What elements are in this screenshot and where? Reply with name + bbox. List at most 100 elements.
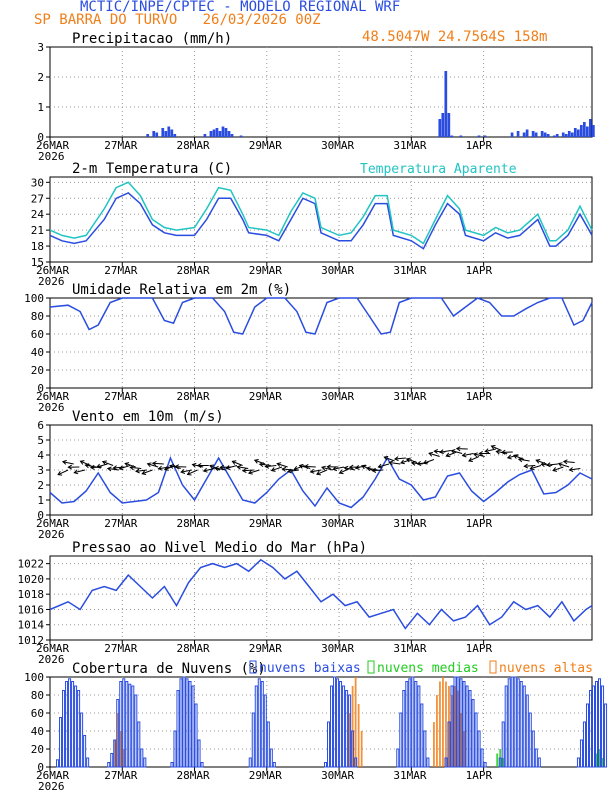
precip-bar (582, 122, 586, 137)
cloud-low-bar (330, 685, 334, 768)
wind-arrow (181, 469, 193, 473)
cloud-low-bar (110, 753, 114, 768)
precip-bar (239, 135, 243, 137)
panel-title: Cobertura de Nuvens (%) (72, 661, 266, 677)
wind-arrow-head (500, 449, 506, 455)
wind-arrow-head (118, 465, 124, 471)
cloud-low-bar (420, 703, 424, 768)
wind-arrow-head (219, 464, 225, 470)
x-tick-label: 26MAR (36, 390, 69, 403)
cloud-high-bar (119, 731, 122, 767)
wind-arrow-head (468, 457, 473, 462)
wind-arrow-head (484, 448, 490, 454)
x-tick-label: 29MAR (249, 264, 282, 277)
wind-arrow-head (95, 463, 101, 469)
cloud-low-bar (263, 694, 267, 768)
cloud-mid-bar (598, 749, 601, 767)
wind-arrow-head (410, 460, 416, 466)
cloud-low-bar (56, 759, 60, 768)
wind-arrow-head (540, 462, 546, 467)
precip-bar (576, 129, 580, 137)
wind-arrow-head (416, 460, 422, 466)
year-label: 2026 (38, 780, 65, 792)
y-tick-label: 6 (37, 419, 44, 432)
x-tick-label: 29MAR (249, 390, 282, 403)
run-label: 26/03/2026 00Z (202, 12, 321, 28)
wind-arrow-head (101, 460, 107, 466)
cloud-high-bar (348, 713, 351, 767)
x-tick-label: 30MAR (321, 769, 354, 782)
wind-arrow-head (135, 468, 140, 474)
x-tick-label: 29MAR (249, 642, 282, 655)
cloud-low-bar (480, 748, 484, 768)
cloud-low-bar (122, 678, 126, 768)
legend-high-clouds-swatch (489, 660, 497, 674)
wind-arrow (248, 469, 260, 474)
legend-high-clouds: nuvens altas (499, 661, 593, 676)
wind-arrow (237, 466, 249, 469)
precip-bar (203, 134, 207, 137)
precip-bar (588, 119, 592, 137)
wind-arrow (406, 458, 418, 463)
cloud-low-bar (525, 694, 529, 768)
wind-arrow-head (535, 459, 541, 464)
cloud-low-bar (483, 762, 487, 768)
wind-arrow-head (562, 459, 568, 465)
wind-arrow (569, 468, 581, 471)
cloud-low-bar (426, 757, 430, 768)
x-tick-label: 30MAR (321, 139, 354, 152)
precip-bar (564, 134, 568, 137)
cloud-low-bar (248, 757, 252, 768)
chart-title: MCTIC/INPE/CPTEC - MODELO REGIONAL WRF (80, 0, 401, 15)
cloud-mid-bar (595, 753, 598, 767)
wind-speed-line (49, 455, 593, 509)
precip-bar (459, 135, 463, 137)
cloud-high-bar (360, 731, 363, 767)
x-tick-label: 31MAR (393, 264, 426, 277)
cloud-low-bar (113, 739, 117, 768)
panel-title: Precipitacao (mm/h) (72, 31, 232, 47)
cloud-high-bar (448, 686, 450, 767)
wind-arrow (389, 461, 401, 465)
wind-arrow (265, 465, 277, 468)
cloud-low-bar (585, 703, 589, 768)
wind-arrow (119, 465, 131, 470)
wind-arrow (187, 469, 198, 475)
precip-bar (525, 129, 529, 137)
y-tick-label: 80 (31, 310, 44, 323)
cloud-low-bar (576, 757, 580, 768)
wind-arrow-head (422, 459, 428, 465)
wind-arrow (446, 451, 457, 457)
wind-arrow-head (405, 457, 411, 463)
wind-arrow (113, 466, 125, 469)
cloud-low-bar (257, 678, 261, 768)
wind-arrow-head (445, 452, 451, 458)
precip-bar (438, 119, 442, 137)
x-tick-label: 26MAR (36, 139, 69, 152)
wind-arrow-head (112, 465, 118, 471)
wind-arrow-head (169, 464, 175, 469)
x-tick-label: 28MAR (177, 139, 210, 152)
precip-bar (146, 134, 150, 137)
y-tick-label: 1016 (18, 603, 45, 616)
cloud-low-bar (399, 712, 403, 768)
wind-arrow (451, 450, 463, 454)
wind-arrow-head (202, 467, 208, 473)
y-tick-label: 2 (37, 71, 44, 84)
x-tick-label: 27MAR (104, 769, 137, 782)
precip-bar (230, 134, 234, 137)
cloud-low-bar (59, 717, 63, 768)
y-tick-label: 24 (31, 208, 45, 221)
x-tick-label: 1APR (466, 642, 493, 655)
y-tick-label: 4 (37, 449, 44, 462)
wind-arrow-head (236, 464, 242, 470)
wind-arrow-head (433, 448, 439, 454)
x-tick-label: 26MAR (36, 517, 69, 530)
cloud-low-bar (423, 730, 427, 768)
cloud-low-bar (507, 678, 511, 768)
cloud-low-bar (272, 762, 276, 768)
wind-arrow-head (225, 465, 231, 470)
year-label: 2026 (38, 275, 65, 288)
cloud-high-bar (457, 690, 459, 767)
